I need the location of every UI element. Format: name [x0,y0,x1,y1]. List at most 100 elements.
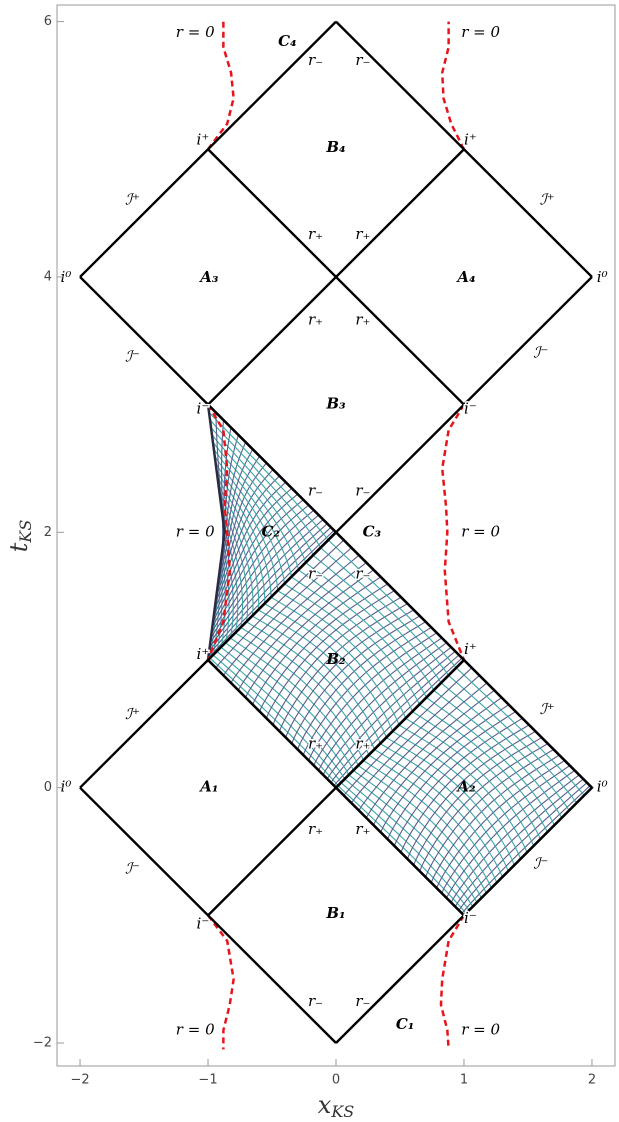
mesh-line [405,717,535,847]
mesh-line [284,583,413,712]
mesh-line [290,576,420,705]
x-tick-label: −2 [70,1073,89,1088]
x-axis-label: xKS [318,1091,355,1121]
mesh-line [400,724,530,853]
annotation: r₋ [308,51,323,69]
annotation: r₋ [308,564,323,582]
mesh-line [237,562,367,691]
annotation: i⁺ [464,130,477,148]
mesh-line [216,650,346,780]
mesh-line [215,539,345,669]
annotation: i⁰ [597,778,608,796]
annotation: r₊ [355,310,370,328]
mesh-line [312,554,442,684]
r0-curve [439,914,466,1050]
annotation: C₁ [396,1015,415,1033]
annotation: B₂ [325,650,346,668]
mesh-line [350,674,480,804]
mesh-line [213,448,292,577]
annotation: A₂ [455,778,476,796]
annotation: ℐ⁺ [540,190,555,208]
horizon-line [79,20,337,278]
annotation: r₊ [355,734,370,752]
mesh-line [455,667,585,796]
line-layer [79,20,593,1050]
annotation: B₁ [325,904,345,922]
annotation: r₋ [355,481,370,499]
r0-curve [440,403,466,661]
annotation: ℐ⁻ [533,344,548,362]
mesh-layer [206,401,594,918]
r0-curve [206,403,232,661]
annotation: C₂ [261,522,280,540]
mesh-line [208,412,329,541]
mesh-line [215,469,274,598]
mesh-line [265,590,395,719]
annotation: r₋ [355,992,370,1010]
mesh-line [264,603,393,732]
x-tick-label: 2 [588,1073,596,1088]
annotation: ℐ⁺ [540,700,555,718]
annotation: r₊ [308,734,323,752]
x-label-main: x [318,1091,332,1119]
annotation: C₄ [278,32,297,50]
annotation: ℐ⁻ [125,347,140,365]
mesh-line [212,441,299,570]
mesh-line [223,547,352,676]
mesh-line [298,569,427,698]
annotation: ℐ⁻ [533,854,548,872]
mesh-line [209,419,322,548]
mesh-line [398,724,528,853]
annotation: i⁻ [197,400,210,418]
annotation: B₄ [325,138,345,156]
mesh-line [412,711,541,840]
mesh-line [358,682,488,811]
mesh-line [320,547,449,676]
mesh-line [426,697,555,826]
annotation: ℐ⁺ [125,190,140,208]
mesh-line [305,562,435,691]
r0-curve [207,21,235,151]
mesh-line [230,554,360,684]
mesh-line [245,569,374,698]
annotation: i⁰ [597,268,608,286]
annotation: i⁺ [464,640,477,658]
annotation: B₃ [325,395,346,413]
x-tick-label: −1 [198,1073,217,1088]
mesh-line [211,434,307,563]
mesh-line [413,737,543,866]
mesh-line [373,697,502,826]
annotation: A₄ [455,268,475,286]
mesh-line [387,711,516,840]
annotation: r = 0 [461,1020,500,1038]
horizon-line [207,148,465,406]
annotation: r₊ [308,310,323,328]
annotation: ℐ⁺ [125,705,140,723]
annotation: r₊ [308,820,323,838]
y-label-main: t [5,542,33,552]
y-label-sub: KS [16,520,35,544]
mesh-line [272,596,402,726]
x-tick-label: 1 [460,1073,468,1088]
horizon-line [335,20,593,278]
mesh-line [215,469,272,598]
mesh-line [327,539,457,669]
y-tick-label: 2 [44,525,52,540]
r0-curve [207,914,235,1050]
annotation: r = 0 [176,23,215,41]
mesh-line [344,778,474,907]
annotation-layer: r = 0 r = 0 C₄ r₋ r₋ i⁺ i⁺ B₄ ℐ⁺ ℐ⁺ r₊ r₊ i⁰ i⁰ A₃ A₄ r₊… [59,22,609,1040]
mesh-line [393,717,523,847]
annotation: ℐ⁻ [125,859,140,877]
mesh-line [343,667,473,796]
annotation: i⁻ [197,914,210,932]
mesh-line [214,481,287,611]
annotation: i⁻ [464,909,477,927]
y-tick-label: 4 [44,269,52,284]
annotation: i⁻ [464,400,477,418]
mesh-line [448,674,577,804]
r0-curve [440,21,466,150]
mesh-line [217,455,261,584]
mesh-line [216,462,267,591]
